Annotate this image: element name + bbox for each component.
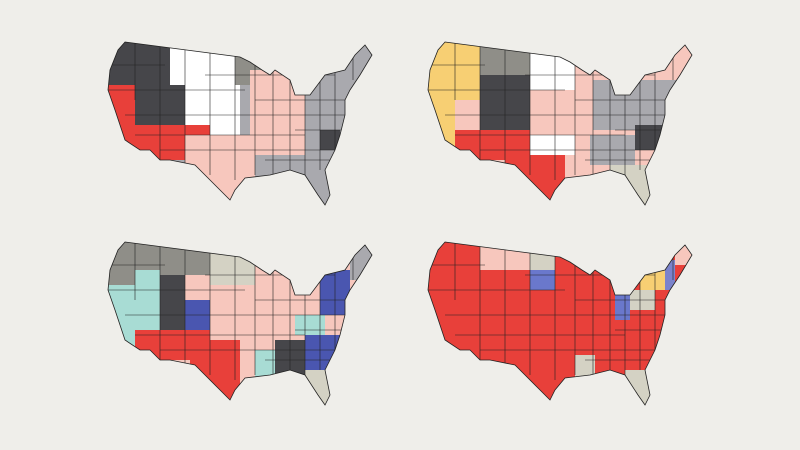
map: [107, 241, 373, 406]
map: [427, 241, 693, 406]
map: [107, 41, 373, 206]
map: [427, 41, 693, 206]
